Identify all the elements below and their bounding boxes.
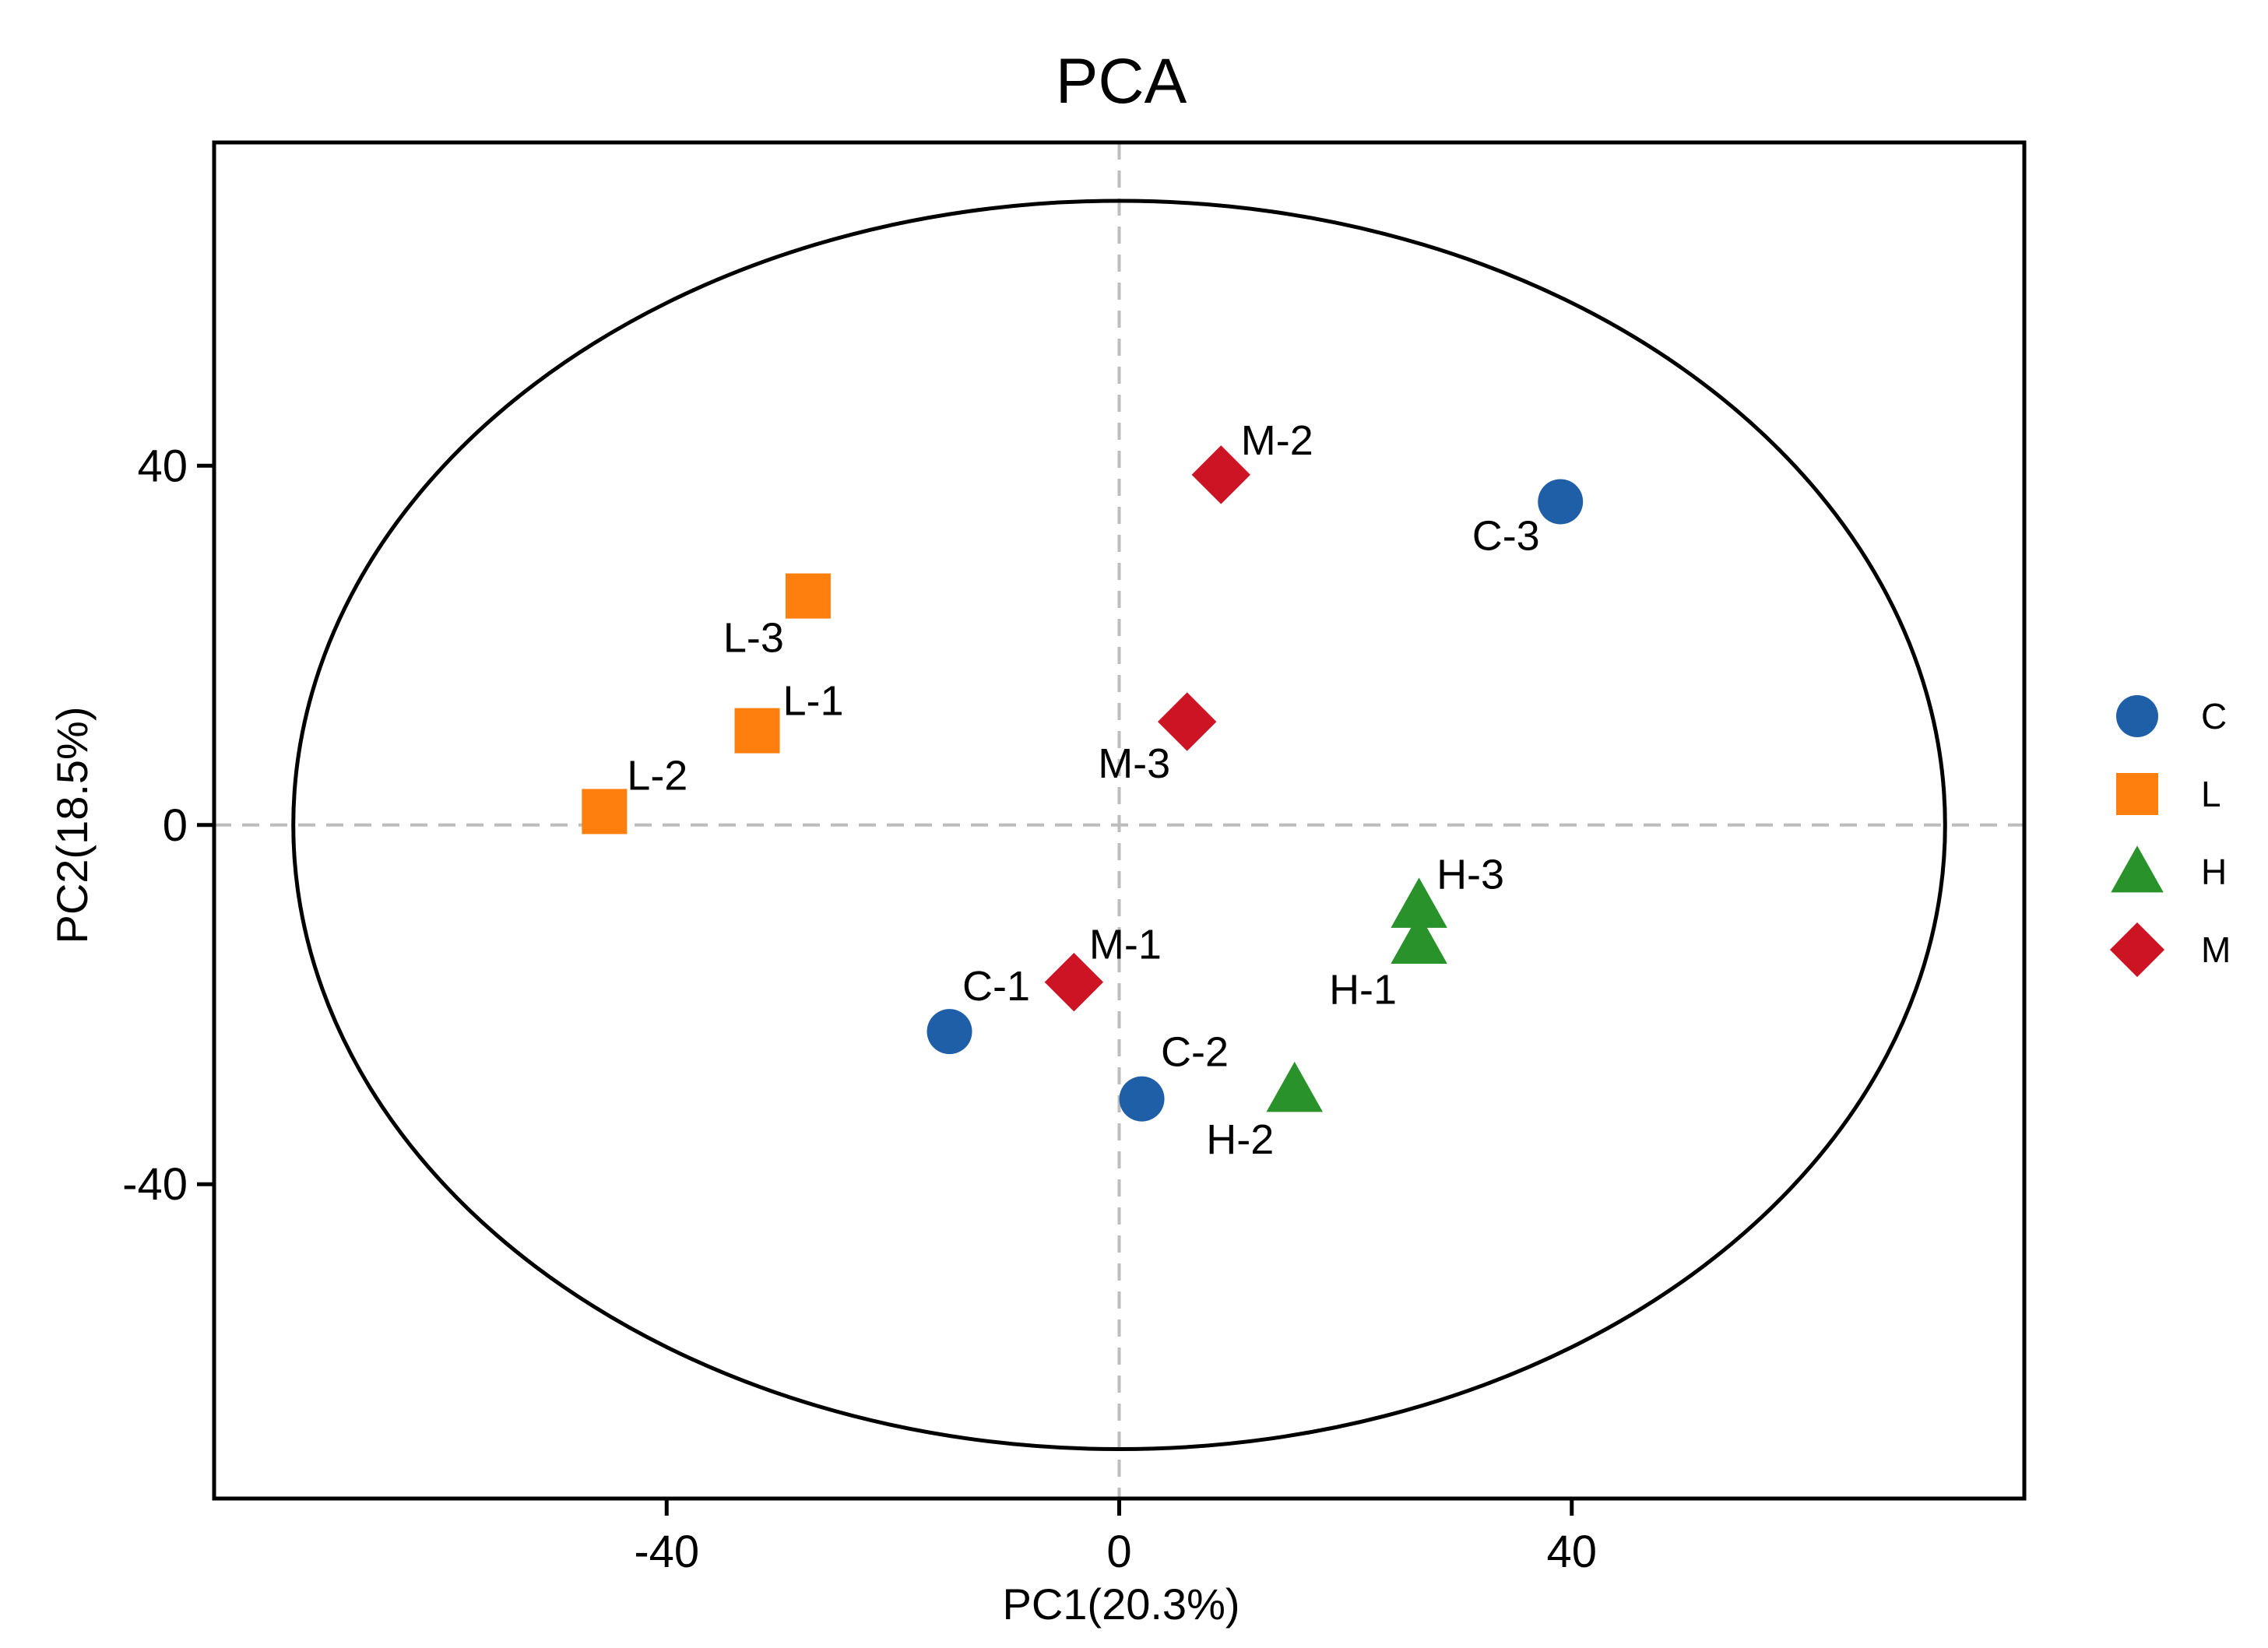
point-m-2 [1191, 445, 1250, 504]
point-label-m-2: M-2 [1241, 417, 1313, 464]
x-tick-label: -40 [634, 1527, 699, 1577]
point-l-2 [582, 789, 628, 835]
y-tick-label: 0 [163, 800, 188, 851]
y-axis: -40 0 40 [122, 441, 214, 1210]
point-c-2 [1119, 1076, 1165, 1122]
y-axis-title: PC2(18.5%) [47, 706, 97, 943]
plot-area: C-1 C-2 C-3 L-1 L-2 L-3 H-1 H-2 H-3 M-1 M-2 M-3 [212, 140, 2027, 1501]
legend-label-c: C [2201, 696, 2227, 736]
x-axis-title: PC1(20.3%) [1002, 1579, 1239, 1629]
legend-marker-h [2111, 845, 2164, 893]
point-m-1 [1044, 952, 1104, 1012]
point-l-1 [734, 708, 780, 754]
point-l-3 [785, 573, 831, 619]
point-c-3 [1538, 479, 1584, 525]
legend-label-m: M [2201, 929, 2231, 970]
legend-label-l: L [2201, 774, 2221, 814]
legend-marker-c [2116, 695, 2158, 737]
point-c-1 [927, 1009, 972, 1055]
chart-title: PCA [1056, 46, 1187, 117]
x-tick-label: 40 [1546, 1527, 1597, 1577]
legend-marker-m [2109, 922, 2165, 978]
point-label-l-3: L-3 [723, 615, 784, 662]
point-label-l-1: L-1 [782, 678, 843, 725]
point-m-3 [1157, 692, 1217, 751]
data-points [582, 445, 1584, 1122]
point-label-c-1: C-1 [962, 963, 1030, 1010]
legend-marker-l [2116, 773, 2158, 815]
point-h-3 [1391, 877, 1447, 928]
point-h-2 [1266, 1061, 1323, 1112]
point-label-m-3: M-3 [1098, 740, 1170, 787]
point-label-h-3: H-3 [1436, 852, 1504, 898]
point-label-c-2: C-2 [1161, 1029, 1229, 1076]
point-label-h-2: H-2 [1206, 1116, 1274, 1163]
point-h-1 [1391, 913, 1447, 965]
point-labels: C-1 C-2 C-3 L-1 L-2 L-3 H-1 H-2 H-3 M-1 M-2 M-3 [627, 417, 1539, 1163]
point-label-h-1: H-1 [1329, 967, 1397, 1014]
y-tick-label: 40 [137, 441, 188, 491]
point-label-m-1: M-1 [1089, 922, 1162, 968]
legend-label-h: H [2201, 852, 2227, 892]
point-label-c-3: C-3 [1472, 512, 1540, 559]
y-tick-label: -40 [122, 1159, 188, 1210]
point-label-l-2: L-2 [627, 752, 687, 799]
x-tick-label: 0 [1106, 1527, 1131, 1577]
confidence-ellipse [291, 199, 1947, 1452]
x-axis: -40 0 40 [634, 1499, 1597, 1577]
